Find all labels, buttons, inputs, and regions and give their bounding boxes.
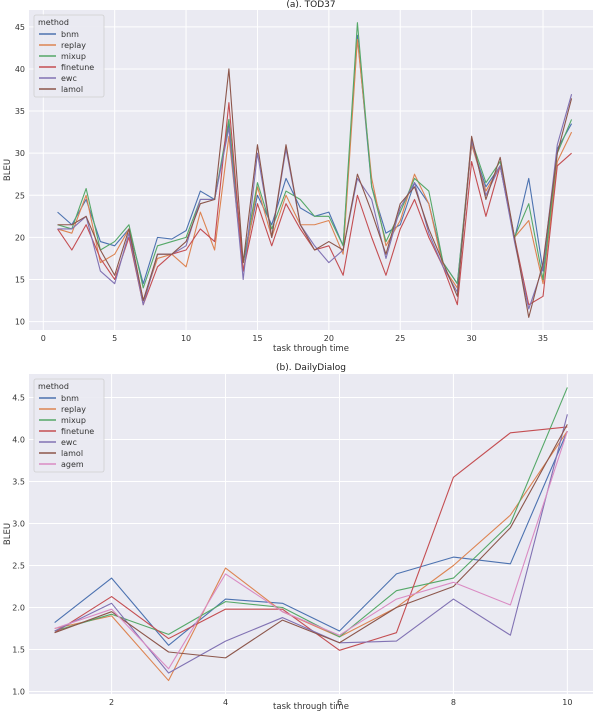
- legend-label-ewc: ewc: [61, 438, 77, 447]
- x-tick-label: 2: [109, 698, 114, 707]
- x-tick-label: 10: [562, 698, 572, 707]
- chart-title: (b). DailyDialog: [276, 363, 346, 373]
- y-axis-label: BLEU: [3, 523, 13, 545]
- series-line-bnm: [54, 430, 568, 646]
- x-tick-label: 10: [181, 334, 191, 343]
- y-tick-label: 45: [15, 23, 25, 32]
- legend-label-bnm: bnm: [61, 394, 79, 403]
- legend-label-agem: agem: [61, 460, 84, 469]
- legend-label-bnm: bnm: [61, 30, 79, 39]
- series-line-mixup: [57, 22, 573, 289]
- series-line-ewc: [54, 414, 568, 674]
- y-tick-label: 2.5: [12, 561, 25, 570]
- series-group: [57, 22, 573, 318]
- legend: method bnm replay mixup finetune ewc lamol: [33, 14, 105, 98]
- legend-label-replay: replay: [61, 41, 86, 50]
- legend-label-lamol: lamol: [61, 449, 83, 458]
- series-line-mixup: [54, 387, 568, 638]
- legend-title: method: [38, 18, 69, 27]
- y-axis-label: BLEU: [3, 159, 13, 181]
- y-tick-label: 40: [15, 65, 25, 74]
- x-tick-label: 25: [395, 334, 405, 343]
- legend-box: [33, 378, 105, 473]
- legend-label-finetune: finetune: [61, 63, 94, 72]
- x-axis-label: task through time: [273, 344, 349, 354]
- chart-title: (a). TOD37: [286, 0, 335, 10]
- y-tick-label: 4.0: [12, 436, 25, 445]
- series-line-lamol: [57, 68, 573, 318]
- legend-label-lamol: lamol: [61, 85, 83, 94]
- x-tick-label: 8: [451, 698, 456, 707]
- legend-label-mixup: mixup: [61, 52, 86, 61]
- legend-title: method: [38, 382, 69, 391]
- series-line-ewc: [57, 94, 573, 310]
- legend-label-finetune: finetune: [61, 427, 94, 436]
- y-tick-label: 1.0: [12, 687, 25, 696]
- y-tick-label: 3.5: [12, 478, 25, 487]
- x-axis-label: task through time: [273, 702, 349, 712]
- y-tick-label: 1.5: [12, 645, 25, 654]
- series-group: [54, 387, 568, 682]
- x-tick-label: 5: [112, 334, 117, 343]
- x-tick-label: 6: [337, 698, 342, 707]
- chart-panel-1: 0 5 10 15 20 25 30 35 10 15 20 25 30 35 40 45 (a). TOD37…: [3, 0, 593, 354]
- y-tick-label: 35: [15, 107, 25, 116]
- legend-label-mixup: mixup: [61, 416, 86, 425]
- y-tick-label: 15: [15, 275, 25, 284]
- x-tick-label: 30: [467, 334, 477, 343]
- x-tick-label: 15: [252, 334, 262, 343]
- y-tick-label: 10: [15, 318, 25, 327]
- y-tick-label: 3.0: [12, 520, 25, 529]
- y-tick-label: 20: [15, 233, 25, 242]
- y-tick-label: 25: [15, 191, 25, 200]
- y-tick-label: 2.0: [12, 603, 25, 612]
- y-tick-label: 4.5: [12, 394, 25, 403]
- y-tick-label: 30: [15, 149, 25, 158]
- series-line-agem: [54, 430, 568, 670]
- legend: method bnm replay mixup finetune ewc lamol agem: [33, 378, 105, 473]
- x-tick-label: 0: [41, 334, 46, 343]
- x-tick-label: 20: [324, 334, 334, 343]
- series-line-lamol: [54, 424, 568, 659]
- x-tick-label: 4: [223, 698, 228, 707]
- x-tick-label: 35: [538, 334, 548, 343]
- series-line-replay: [54, 430, 568, 682]
- plot-area: [29, 374, 593, 694]
- legend-label-replay: replay: [61, 405, 86, 414]
- chart-panel-2: 2 4 6 8 10 1.0 1.5 2.0 2.5 3.0 3.5 4.0 4.5 (b). Daily…: [3, 363, 593, 712]
- legend-label-ewc: ewc: [61, 74, 77, 83]
- legend-box: [33, 14, 105, 98]
